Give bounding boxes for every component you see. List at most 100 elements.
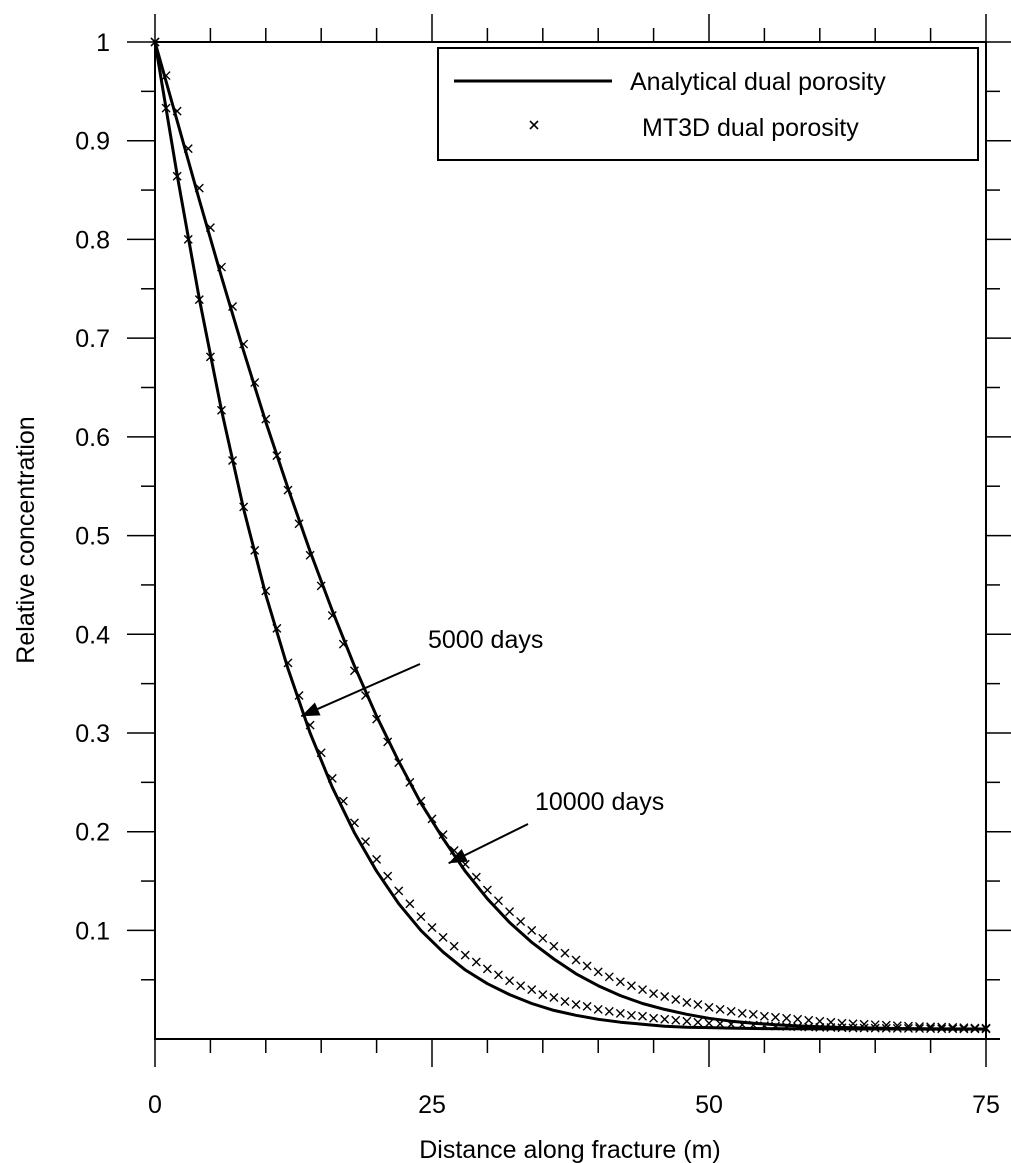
legend-x-marker	[529, 120, 539, 130]
legend: Analytical dual porosity MT3D dual poros…	[437, 47, 979, 161]
data-point-mt3d-5000-days	[615, 1008, 625, 1018]
data-point-mt3d-10000-days	[671, 995, 681, 1005]
data-point-mt3d-5000-days	[859, 1023, 869, 1033]
data-point-mt3d-10000-days	[870, 1020, 880, 1030]
data-point-mt3d-10000-days	[372, 714, 382, 724]
data-point-mt3d-10000-days	[948, 1022, 958, 1032]
data-point-mt3d-10000-days	[748, 1009, 758, 1019]
data-point-mt3d-5000-days	[205, 352, 215, 362]
annotations: 5000 days 10000 days	[300, 626, 664, 865]
data-point-mt3d-10000-days	[383, 737, 393, 747]
data-point-mt3d-10000-days	[250, 378, 260, 388]
data-point-mt3d-5000-days	[493, 970, 503, 980]
data-point-mt3d-5000-days	[405, 899, 415, 909]
x-tick-label: 0	[148, 1091, 162, 1119]
data-point-mt3d-10000-days	[704, 1002, 714, 1012]
data-point-mt3d-5000-days	[538, 990, 548, 1000]
legend-label-mt3d: MT3D dual porosity	[642, 114, 859, 142]
data-point-mt3d-5000-days	[870, 1023, 880, 1033]
data-point-mt3d-10000-days	[715, 1004, 725, 1014]
annotation-10000-days: 10000 days	[535, 788, 664, 816]
data-point-mt3d-10000-days	[239, 339, 249, 349]
y-tick-label: 0.2	[75, 819, 110, 847]
data-point-mt3d-5000-days	[804, 1022, 814, 1032]
series-line-analytical-5000-days	[153, 41, 986, 1031]
data-point-mt3d-10000-days	[815, 1016, 825, 1026]
data-point-mt3d-10000-days	[327, 611, 337, 621]
data-point-mt3d-5000-days	[272, 623, 282, 633]
data-point-mt3d-5000-days	[394, 886, 404, 896]
data-point-mt3d-5000-days	[372, 854, 382, 864]
data-point-mt3d-10000-days	[693, 999, 703, 1009]
y-tick-label: 0.6	[75, 424, 110, 452]
data-point-mt3d-10000-days	[316, 581, 326, 591]
data-point-mt3d-5000-days	[704, 1018, 714, 1028]
data-point-mt3d-5000-days	[449, 941, 459, 951]
data-point-mt3d-10000-days	[793, 1014, 803, 1024]
data-point-mt3d-5000-days	[770, 1021, 780, 1031]
annotation-5000-days: 5000 days	[428, 626, 543, 654]
data-point-mt3d-10000-days	[272, 451, 282, 461]
data-point-mt3d-5000-days	[527, 985, 537, 995]
y-tick-label: 0.9	[75, 128, 110, 156]
data-point-mt3d-10000-days	[516, 917, 526, 927]
data-point-mt3d-10000-days	[161, 71, 171, 81]
y-tick-label: 1	[96, 29, 110, 57]
data-point-mt3d-5000-days	[881, 1023, 891, 1033]
data-point-mt3d-5000-days	[782, 1021, 792, 1031]
data-point-mt3d-5000-days	[649, 1013, 659, 1023]
data-point-mt3d-5000-days	[438, 932, 448, 942]
data-point-mt3d-10000-days	[194, 183, 204, 193]
data-point-mt3d-5000-days	[338, 796, 348, 806]
data-point-mt3d-5000-days	[283, 658, 293, 668]
data-point-mt3d-10000-days	[416, 796, 426, 806]
data-point-mt3d-10000-days	[172, 106, 182, 116]
annotation-arrow-head	[448, 849, 468, 864]
data-point-mt3d-5000-days	[759, 1021, 769, 1031]
data-point-mt3d-10000-days	[216, 262, 226, 272]
data-point-mt3d-5000-days	[693, 1017, 703, 1027]
data-point-mt3d-10000-days	[294, 519, 304, 529]
data-point-mt3d-5000-days	[715, 1019, 725, 1029]
data-point-mt3d-10000-days	[183, 144, 193, 154]
data-point-mt3d-5000-days	[172, 171, 182, 181]
data-point-mt3d-10000-days	[926, 1022, 936, 1032]
data-point-mt3d-10000-days	[848, 1019, 858, 1029]
data-point-mt3d-10000-days	[571, 955, 581, 965]
data-point-mt3d-10000-days	[438, 830, 448, 840]
data-point-mt3d-10000-days	[915, 1021, 925, 1031]
data-point-mt3d-10000-days	[859, 1019, 869, 1029]
data-point-mt3d-5000-days	[948, 1024, 958, 1034]
data-point-mt3d-10000-days	[394, 758, 404, 768]
series-line-analytical-10000-days	[153, 41, 987, 1031]
axis-ticks: 0 25 50 75 0.1 0.2 0.3 0.4 0.5 0.6 0.7 0.8 0.9 1	[75, 14, 1011, 1119]
y-tick-label: 0.8	[75, 226, 110, 254]
data-point-mt3d-5000-days	[926, 1024, 936, 1034]
data-point-mt3d-5000-days	[294, 690, 304, 700]
data-point-mt3d-5000-days	[848, 1023, 858, 1033]
plot-area	[154, 41, 1000, 1040]
y-tick-label: 0.7	[75, 325, 110, 353]
data-point-mt3d-10000-days	[150, 37, 160, 47]
data-point-mt3d-5000-days	[183, 234, 193, 244]
y-tick-label: 0.4	[75, 621, 110, 649]
data-point-mt3d-10000-days	[405, 777, 415, 787]
data-point-mt3d-5000-days	[915, 1024, 925, 1034]
data-point-mt3d-5000-days	[604, 1006, 614, 1016]
data-point-mt3d-10000-days	[981, 1023, 991, 1033]
data-point-mt3d-5000-days	[416, 912, 426, 922]
data-point-mt3d-5000-days	[959, 1024, 969, 1034]
data-point-mt3d-5000-days	[748, 1020, 758, 1030]
data-point-mt3d-10000-days	[782, 1013, 792, 1023]
x-tick-label: 50	[695, 1091, 723, 1119]
data-point-mt3d-5000-days	[361, 837, 371, 847]
data-point-mt3d-10000-days	[471, 872, 481, 882]
data-point-mt3d-10000-days	[626, 981, 636, 991]
data-point-mt3d-5000-days	[726, 1019, 736, 1029]
data-point-mt3d-10000-days	[593, 967, 603, 977]
data-point-mt3d-5000-days	[239, 502, 249, 512]
data-point-mt3d-5000-days	[660, 1014, 670, 1024]
data-point-mt3d-10000-days	[682, 997, 692, 1007]
data-point-mt3d-10000-days	[261, 414, 271, 424]
data-point-mt3d-5000-days	[316, 748, 326, 758]
